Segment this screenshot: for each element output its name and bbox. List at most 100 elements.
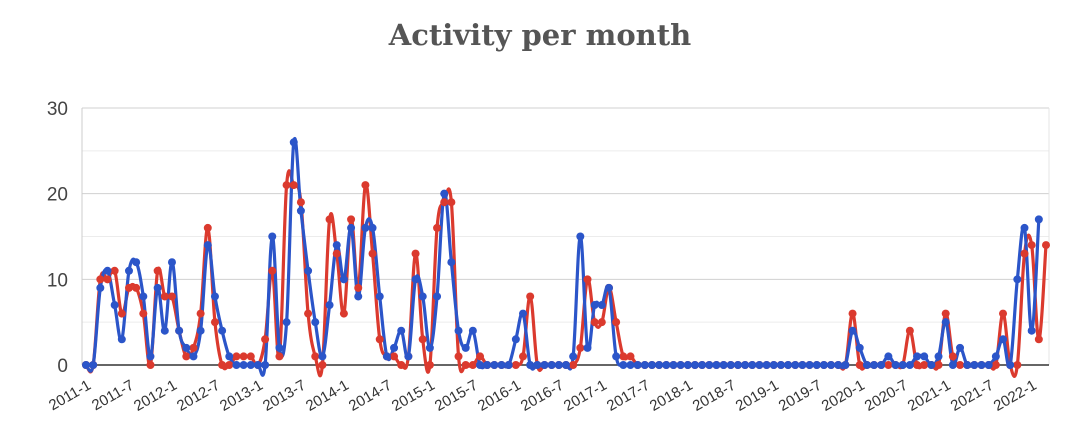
series-1-point	[368, 249, 377, 258]
series-2-point	[468, 326, 477, 335]
series-2-point	[834, 361, 843, 369]
series-1-point	[526, 292, 535, 301]
x-tick-label: 2020-7	[862, 377, 911, 415]
series-2-point	[841, 361, 850, 369]
series-1-point	[884, 361, 893, 369]
series-1-point	[124, 283, 133, 292]
series-2-point	[203, 241, 212, 250]
series-1-point	[218, 361, 227, 369]
series-2-point	[719, 361, 728, 369]
series-2-point	[705, 361, 714, 369]
series-2-point	[246, 361, 255, 369]
series-2-point	[683, 361, 692, 369]
series-1-point	[920, 361, 929, 369]
series-2-point	[490, 361, 499, 369]
series-2-point	[827, 361, 836, 369]
series-2-point	[232, 361, 241, 369]
series-2-point	[877, 361, 886, 369]
series-2-point	[282, 318, 291, 327]
y-tick-label: 20	[47, 185, 68, 206]
series-lines	[84, 137, 1048, 378]
series-2-point	[526, 361, 535, 369]
series-1-point	[956, 361, 965, 369]
x-tick-label: 2014-7	[346, 377, 395, 415]
x-tick-label: 2017-7	[604, 377, 653, 415]
series-1-point	[354, 283, 363, 292]
series-2-point	[626, 361, 635, 369]
series-1-point	[339, 309, 348, 318]
series-2-point	[769, 361, 778, 369]
series-1-point	[597, 318, 606, 327]
y-tick-label: 10	[47, 270, 68, 291]
series-2-point	[476, 361, 485, 369]
series-1-point	[110, 266, 119, 275]
series-2-point	[440, 189, 449, 198]
series-2-point	[1027, 326, 1036, 335]
series-2-point	[590, 301, 599, 310]
series-2-point	[948, 361, 957, 369]
series-2-point	[433, 292, 442, 301]
series-1-point	[375, 335, 384, 344]
grid-lines	[82, 107, 1049, 366]
series-2-point	[604, 283, 613, 292]
series-2-point	[898, 361, 907, 369]
series-2-point	[96, 283, 105, 292]
x-tick-label: 2022-1	[991, 377, 1040, 415]
series-1-point	[418, 335, 427, 344]
x-tick-label: 2020-1	[819, 377, 868, 415]
x-tick-label: 2013-7	[260, 377, 309, 415]
series-1-point	[433, 223, 442, 232]
series-2-point	[726, 361, 735, 369]
series-1-point	[146, 361, 155, 369]
series-1-point	[411, 249, 420, 258]
series-2-point	[311, 318, 320, 327]
series-2-point	[920, 352, 929, 361]
series-1-point	[96, 275, 105, 284]
series-2-point	[519, 309, 528, 318]
chart-title: Activity per month	[388, 18, 692, 52]
x-tick-label: 2015-1	[389, 377, 438, 415]
series-1-point	[325, 215, 334, 224]
x-tick-label: 2017-1	[561, 377, 610, 415]
series-1-point	[275, 352, 284, 361]
series-1-point	[461, 361, 470, 369]
series-2-point	[798, 361, 807, 369]
series-2-point	[454, 326, 463, 335]
series-2-point	[784, 361, 793, 369]
series-2-point	[82, 361, 90, 369]
series-1-point	[612, 318, 621, 327]
series-1-point	[476, 352, 485, 361]
y-tick-labels: 0 10 20 30	[47, 99, 68, 377]
series-2-point	[103, 266, 112, 275]
series-1-point	[318, 361, 327, 369]
series-2-point	[318, 352, 327, 361]
series-1-point	[626, 352, 635, 361]
series-2-point	[776, 361, 785, 369]
series-2-point	[733, 361, 742, 369]
series-1-point	[397, 361, 406, 369]
series-2-point	[361, 223, 370, 232]
series-2-point	[748, 361, 757, 369]
series-2-point	[913, 352, 922, 361]
series-2-point	[862, 361, 871, 369]
series-1-point	[153, 266, 162, 275]
x-tick-label: 2019-1	[733, 377, 782, 415]
series-2-point	[160, 326, 169, 335]
series-2-point	[655, 361, 664, 369]
series-1-point	[203, 223, 212, 232]
series-1-point	[425, 361, 434, 369]
data-points	[82, 138, 1050, 369]
series-2-point	[891, 361, 900, 369]
x-tick-label: 2012-1	[131, 377, 180, 415]
series-2-point	[504, 361, 513, 369]
series-2-point	[583, 343, 592, 352]
series-1-point	[848, 309, 857, 318]
series-2-point	[970, 361, 979, 369]
series-2-point	[547, 361, 556, 369]
series-2-point	[984, 361, 993, 369]
series-line-2	[84, 137, 1041, 377]
series-2-point	[597, 301, 606, 310]
series-1-point	[239, 352, 248, 361]
series-1-point	[225, 361, 234, 369]
